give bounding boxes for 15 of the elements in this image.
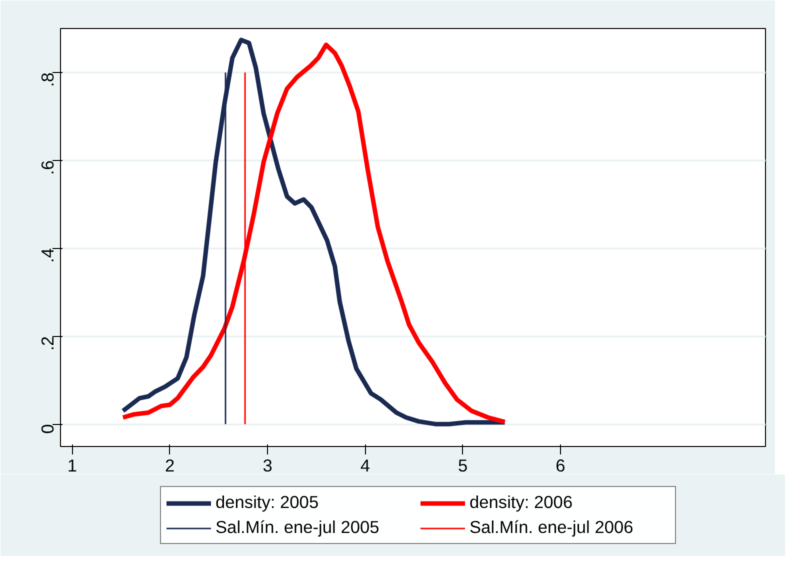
x-tick-label: 3	[262, 456, 272, 476]
legend-label: Sal.Mín. ene-jul 2005	[216, 517, 380, 538]
legend-label: density: 2005	[216, 492, 320, 513]
y-tick-label: .4	[38, 248, 58, 263]
y-tick-label: .6	[38, 160, 58, 175]
y-tick-label: 0	[38, 424, 58, 434]
y-tick-label: .8	[38, 72, 58, 87]
x-tick-label: 6	[556, 456, 566, 476]
x-tick-label: 5	[458, 456, 468, 476]
legend-label: density: 2006	[470, 492, 574, 513]
x-tick-label: 4	[360, 456, 370, 476]
y-tick-label: .2	[38, 336, 58, 351]
x-tick-label: 2	[165, 456, 175, 476]
x-tick-label: 1	[67, 456, 78, 476]
legend-label: Sal.Mín. ene-jul 2006	[470, 517, 634, 538]
